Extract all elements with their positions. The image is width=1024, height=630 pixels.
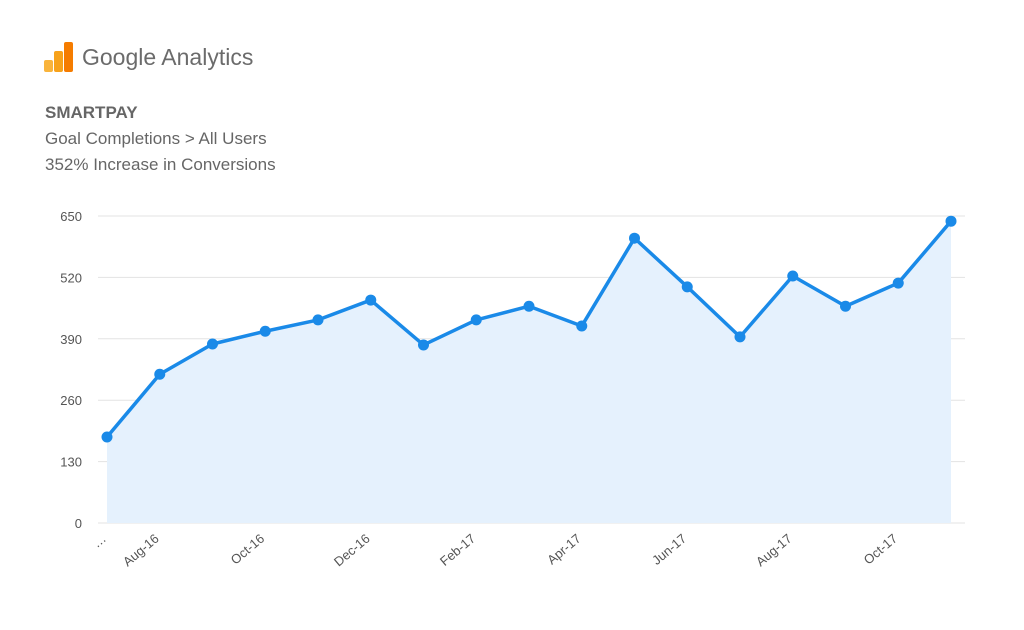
analytics-logo-icon — [44, 42, 73, 72]
report-title: Goal Completions > All Users — [45, 129, 267, 148]
x-tick-label: Feb-17 — [437, 531, 478, 569]
data-point — [365, 294, 377, 306]
x-tick-label: Aug-16 — [120, 531, 162, 569]
x-tick-label: Apr-17 — [544, 531, 584, 568]
y-tick-label: 650 — [60, 209, 82, 224]
data-point — [154, 368, 166, 380]
data-point — [787, 270, 799, 282]
area-fill — [107, 221, 951, 524]
data-point — [629, 232, 640, 244]
y-tick-label: 520 — [60, 270, 82, 285]
y-tick-label: 260 — [60, 393, 82, 408]
data-point — [207, 338, 218, 350]
data-point — [945, 215, 957, 227]
data-point — [101, 431, 113, 443]
account-title: SMARTPAY — [45, 103, 138, 122]
data-point — [576, 320, 588, 332]
data-point — [418, 339, 429, 351]
data-point — [523, 300, 535, 312]
data-point — [681, 281, 693, 293]
data-point — [840, 300, 851, 312]
data-point — [312, 314, 324, 326]
x-tick-label: Oct-17 — [861, 531, 901, 568]
y-tick-label: 130 — [60, 455, 82, 470]
x-tick-label: Oct-16 — [228, 531, 268, 568]
y-tick-label: 390 — [60, 332, 82, 347]
data-point — [892, 277, 904, 289]
y-tick-label: 0 — [75, 516, 82, 531]
summary-text: 352% Increase in Conversions — [45, 155, 276, 174]
data-point — [259, 325, 271, 337]
x-tick-label: … — [89, 531, 109, 551]
x-tick-label: Dec-16 — [331, 531, 373, 569]
logo-text: Google Analytics — [82, 43, 254, 70]
x-tick-label: Jun-17 — [649, 531, 689, 568]
data-point — [470, 314, 482, 326]
x-tick-label: Aug-17 — [753, 531, 795, 569]
google-analytics-logo: Google Analytics — [44, 42, 253, 72]
data-point — [734, 331, 746, 343]
